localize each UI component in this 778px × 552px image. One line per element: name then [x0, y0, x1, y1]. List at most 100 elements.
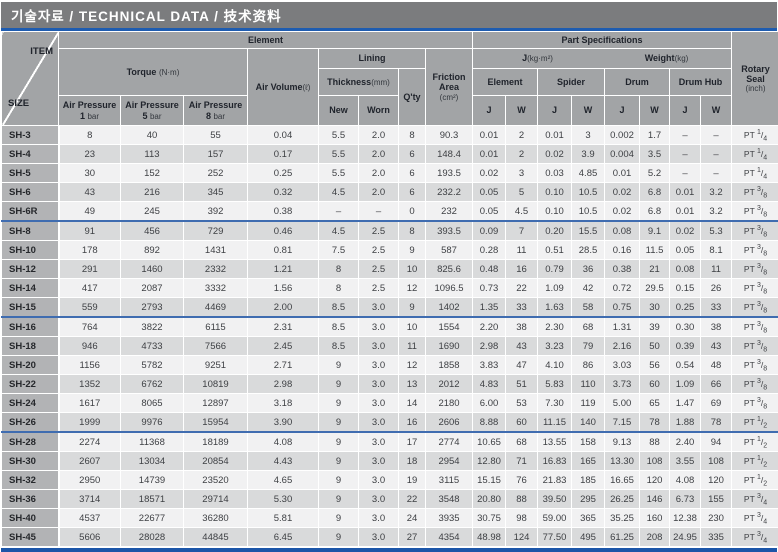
cell-torque-8bar: 392 — [184, 202, 248, 222]
cell-lining-worn: – — [359, 202, 399, 222]
cell-element-w: 7 — [506, 221, 538, 241]
cell-qty: 16 — [399, 413, 426, 433]
rotary-seal-label: Rotary Seal — [732, 64, 778, 85]
cell-torque-8bar: 4469 — [184, 298, 248, 318]
cell-friction-area: 1858 — [426, 356, 473, 375]
cell-drumhub-w: 78 — [701, 413, 732, 433]
cell-drum-w: 39 — [640, 317, 670, 337]
row-size-label: SH-15 — [2, 298, 59, 318]
cell-qty: 9 — [399, 298, 426, 318]
cell-spider-j: 0.10 — [538, 202, 572, 222]
cell-lining-worn: 3.0 — [359, 528, 399, 547]
cell-drumhub-w: 11 — [701, 260, 732, 279]
col-group-spider-jw: Spider — [538, 69, 605, 96]
cell-spider-w: 3 — [572, 126, 605, 145]
cell-spider-w: 15.5 — [572, 221, 605, 241]
col-header-air-pressure-5bar: Air Pressure 5 bar — [121, 96, 184, 126]
cell-element-j: 3.83 — [473, 356, 506, 375]
cell-qty: 6 — [399, 183, 426, 202]
cell-drum-w: 29.5 — [640, 279, 670, 298]
cell-drumhub-j: 0.15 — [670, 279, 701, 298]
cell-lining-worn: 3.0 — [359, 298, 399, 318]
cell-air-volume: 0.81 — [248, 241, 319, 260]
cell-friction-area: 2606 — [426, 413, 473, 433]
rotary-seal-unit: (inch) — [732, 84, 778, 93]
cell-drumhub-w: 335 — [701, 528, 732, 547]
cell-drumhub-j: 12.38 — [670, 509, 701, 528]
cell-spider-w: 68 — [572, 317, 605, 337]
cell-spider-j: 0.10 — [538, 183, 572, 202]
cell-qty: 10 — [399, 260, 426, 279]
friction-area-label: Friction Area — [426, 72, 472, 93]
cell-drum-j: 0.75 — [605, 298, 640, 318]
cell-friction-area: 825.6 — [426, 260, 473, 279]
cell-element-j: 10.65 — [473, 432, 506, 452]
cell-drumhub-j: 0.05 — [670, 241, 701, 260]
col-header-air-pressure-8bar: Air Pressure 8 bar — [184, 96, 248, 126]
cell-element-w: 16 — [506, 260, 538, 279]
cell-spider-j: 16.83 — [538, 452, 572, 471]
cell-spider-w: 10.5 — [572, 202, 605, 222]
cell-drumhub-j: 0.02 — [670, 221, 701, 241]
cell-lining-worn: 2.5 — [359, 241, 399, 260]
cell-drum-j: 26.25 — [605, 490, 640, 509]
cell-element-w: 33 — [506, 298, 538, 318]
cell-friction-area: 193.5 — [426, 164, 473, 183]
cell-lining-new: 4.5 — [319, 221, 359, 241]
cell-element-j: 0.09 — [473, 221, 506, 241]
cell-air-volume: 0.46 — [248, 221, 319, 241]
col-header-rotary-seal: Rotary Seal (inch) — [732, 32, 778, 126]
cell-lining-new: 9 — [319, 509, 359, 528]
row-size-label: SH-24 — [2, 394, 59, 413]
cell-spider-w: 365 — [572, 509, 605, 528]
cell-friction-area: 4354 — [426, 528, 473, 547]
cell-torque-1bar: 178 — [59, 241, 121, 260]
cell-lining-worn: 3.0 — [359, 317, 399, 337]
col-group-torque: Torque (N·m) — [59, 49, 248, 96]
cell-drumhub-w: 3.2 — [701, 202, 732, 222]
cell-air-volume: 2.31 — [248, 317, 319, 337]
cell-qty: 14 — [399, 394, 426, 413]
cell-drumhub-j: 0.08 — [670, 260, 701, 279]
cell-air-volume: 0.04 — [248, 126, 319, 145]
cell-drumhub-j: 0.01 — [670, 183, 701, 202]
cell-friction-area: 2774 — [426, 432, 473, 452]
cell-rotary-seal: PT 3/8 — [732, 337, 778, 356]
cell-friction-area: 3115 — [426, 471, 473, 490]
cell-element-w: 2 — [506, 145, 538, 164]
cell-rotary-seal: PT 3/8 — [732, 202, 778, 222]
cell-torque-5bar: 152 — [121, 164, 184, 183]
cell-lining-new: 5.5 — [319, 126, 359, 145]
cell-torque-8bar: 6115 — [184, 317, 248, 337]
row-size-label: SH-3 — [2, 126, 59, 145]
item-size-corner-cell: ITEM SIZE — [2, 32, 59, 126]
cell-drum-j: 0.004 — [605, 145, 640, 164]
row-size-label: SH-14 — [2, 279, 59, 298]
cell-torque-1bar: 946 — [59, 337, 121, 356]
cell-drum-j: 61.25 — [605, 528, 640, 547]
cell-friction-area: 148.4 — [426, 145, 473, 164]
cell-drumhub-w: – — [701, 145, 732, 164]
cell-drum-j: 0.002 — [605, 126, 640, 145]
cell-drumhub-w: 108 — [701, 452, 732, 471]
cell-drumhub-j: – — [670, 126, 701, 145]
cell-element-w: 2 — [506, 126, 538, 145]
cell-drum-j: 5.00 — [605, 394, 640, 413]
cell-torque-5bar: 40 — [121, 126, 184, 145]
torque-unit: (N·m) — [159, 68, 179, 77]
cell-rotary-seal: PT 3/8 — [732, 241, 778, 260]
cell-drumhub-j: 1.88 — [670, 413, 701, 433]
cell-air-volume: 0.32 — [248, 183, 319, 202]
cell-air-volume: 6.45 — [248, 528, 319, 547]
air-volume-unit: (ℓ) — [302, 83, 310, 92]
cell-friction-area: 3935 — [426, 509, 473, 528]
col-group-units: J(kg·m²) Weight(kg) — [473, 49, 732, 69]
cell-qty: 13 — [399, 375, 426, 394]
j-unit-label: J(kg·m²) — [473, 53, 602, 63]
cell-drumhub-j: 1.47 — [670, 394, 701, 413]
cell-drum-j: 9.13 — [605, 432, 640, 452]
